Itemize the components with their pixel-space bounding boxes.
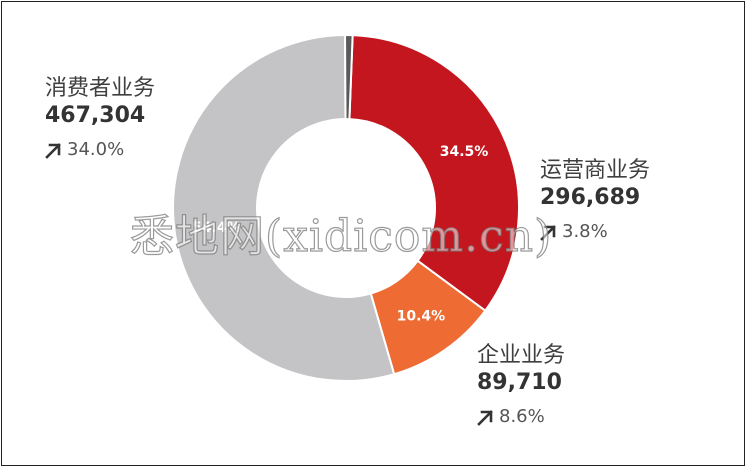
arrow-up-right-icon <box>477 409 493 426</box>
enterprise-revenue: 89,710 <box>477 370 562 395</box>
donut-slice-other <box>344 34 354 121</box>
callout-carrier: 运营商业务 296,689 3.8% <box>540 157 650 243</box>
consumer-label: 消费者业务 <box>45 76 156 101</box>
carrier-revenue: 296,689 <box>540 185 641 210</box>
enterprise-label: 企业业务 <box>477 343 566 368</box>
callout-consumer: 消费者业务 467,304 34.0% <box>45 75 155 161</box>
consumer-revenue: 467,304 <box>45 103 146 128</box>
donut-slice-consumer <box>172 33 396 382</box>
slice-label-consumer: 54.4% <box>192 220 241 236</box>
carrier-growth: 3.8% <box>540 221 650 243</box>
donut-slice-carrier <box>348 34 520 313</box>
consumer-growth: 34.0% <box>45 139 155 161</box>
slice-label-enterprise: 10.4% <box>397 308 446 324</box>
carrier-growth-value: 3.8% <box>562 221 608 242</box>
callout-enterprise: 企业业务 89,710 8.6% <box>477 342 565 428</box>
arrow-up-right-icon <box>45 142 61 159</box>
slice-label-carrier: 34.5% <box>440 144 489 160</box>
enterprise-growth-value: 8.6% <box>499 406 545 427</box>
carrier-label: 运营商业务 <box>540 158 651 183</box>
enterprise-growth: 8.6% <box>477 406 565 428</box>
consumer-growth-value: 34.0% <box>67 139 125 160</box>
arrow-up-right-icon <box>540 224 556 241</box>
